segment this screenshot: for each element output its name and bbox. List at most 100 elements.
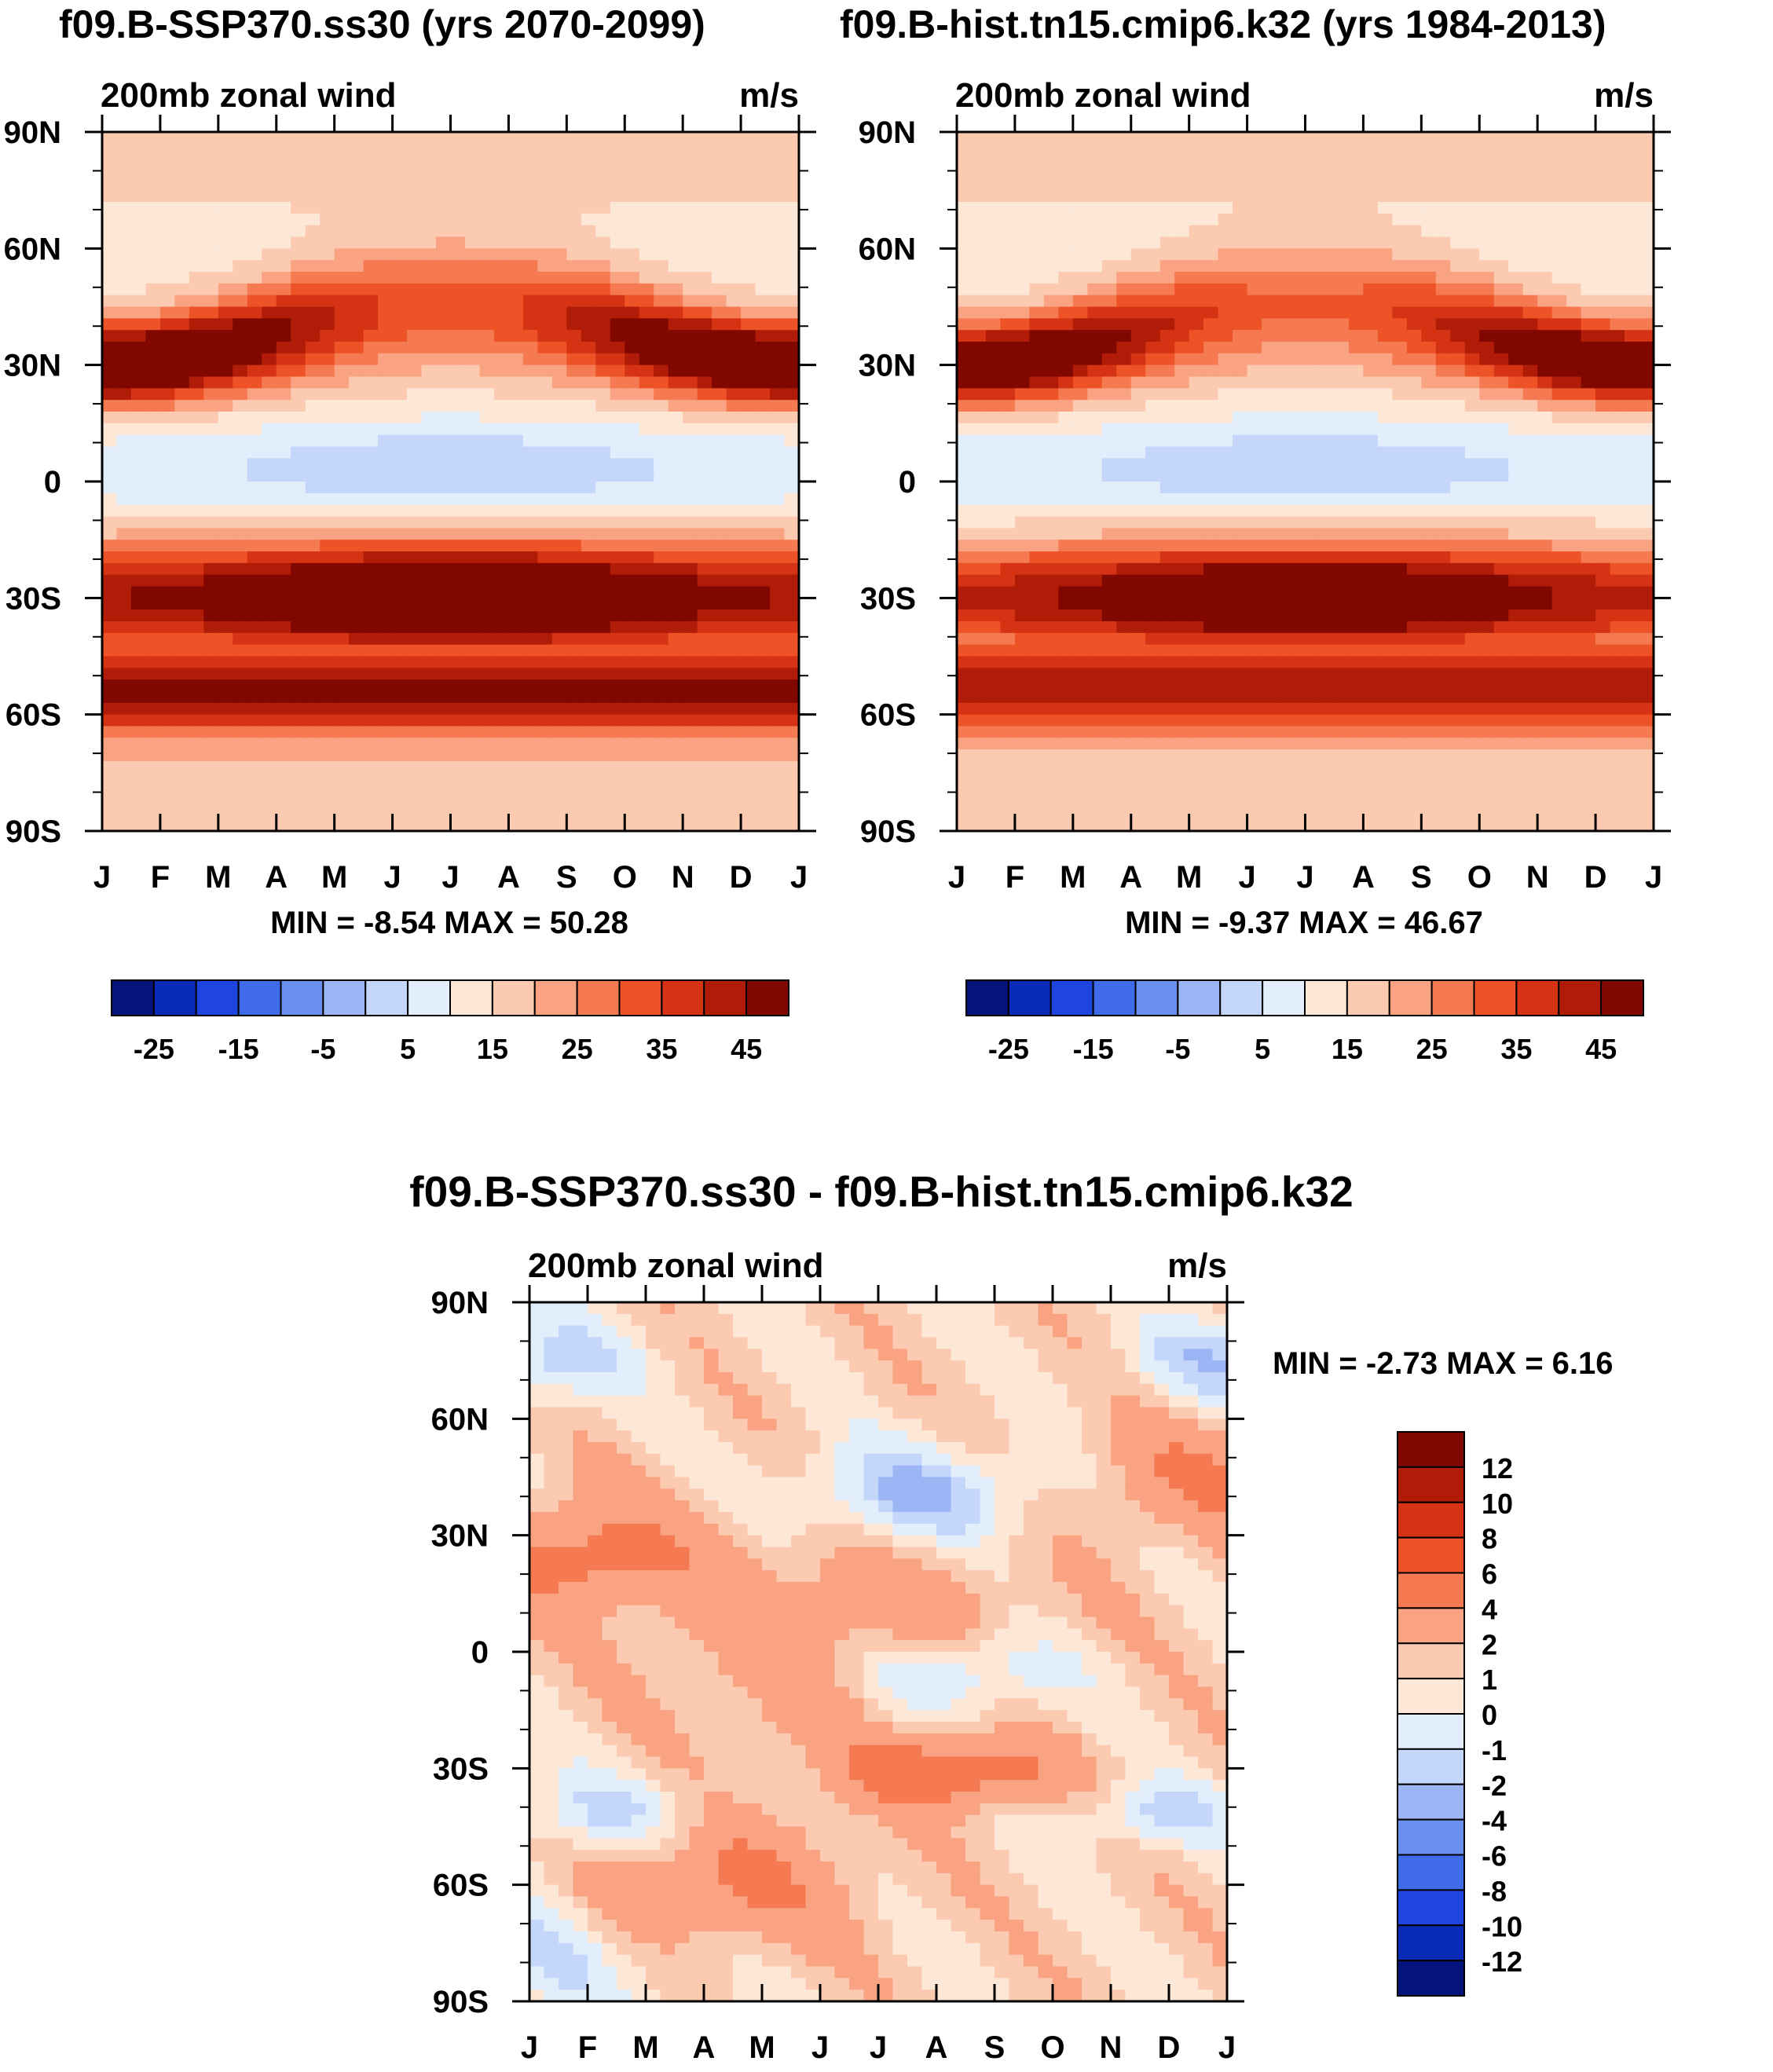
field-cell [1262, 516, 1277, 529]
field-cell [985, 225, 1002, 238]
field-cell [203, 470, 219, 482]
field-cell [1029, 342, 1045, 354]
field-cell [479, 668, 495, 680]
field-cell [1334, 586, 1350, 599]
field-cell [1377, 540, 1394, 552]
field-cell [450, 272, 466, 284]
field-cell [726, 318, 742, 331]
field-cell [610, 784, 626, 797]
field-cell [1377, 155, 1394, 168]
field-cell [189, 412, 205, 424]
colorbar-box [280, 979, 324, 1016]
field-cell [1218, 178, 1233, 191]
field-cell [971, 574, 987, 588]
field-cell [1116, 726, 1132, 739]
field-cell [581, 330, 597, 342]
field-cell [1262, 738, 1277, 750]
field-cell [1392, 376, 1408, 390]
field-cell [203, 702, 219, 716]
field-cell [305, 283, 321, 296]
field-cell [985, 167, 1002, 180]
field-cell [1392, 504, 1408, 518]
field-cell [218, 272, 234, 284]
field-cell [1276, 248, 1291, 261]
field-cell [1203, 248, 1219, 261]
field-cell [102, 772, 118, 785]
field-cell [654, 807, 669, 820]
field-cell [218, 492, 234, 506]
field-cell [1262, 562, 1277, 576]
field-cell [363, 132, 379, 145]
field-cell [102, 807, 118, 820]
field-cell [1101, 492, 1118, 506]
field-cell [130, 656, 147, 669]
field-cell [305, 236, 321, 250]
field-cell [493, 562, 510, 576]
field-cell [130, 423, 147, 436]
field-cell [1262, 376, 1277, 390]
field-cell [203, 772, 219, 785]
field-cell [102, 668, 118, 680]
field-cell [1392, 132, 1408, 145]
field-cell [1159, 481, 1175, 494]
field-cell [1406, 679, 1423, 692]
field-cell [247, 796, 263, 809]
field-cell [363, 610, 379, 622]
field-cell [493, 668, 510, 680]
field-cell [174, 260, 190, 273]
field-cell [1291, 691, 1306, 704]
field-cell [784, 679, 800, 692]
field-cell [145, 562, 161, 576]
field-cell [1029, 213, 1045, 226]
field-cell [436, 213, 452, 226]
field-cell [668, 364, 683, 378]
field-cell [522, 516, 539, 529]
field-cell [493, 190, 510, 203]
field-cell [493, 434, 510, 448]
field-cell [595, 481, 611, 494]
field-cell [1233, 540, 1248, 552]
field-cell [218, 644, 234, 657]
field-cell [1406, 761, 1423, 774]
field-cell [276, 202, 292, 214]
field-cell [1334, 248, 1350, 261]
field-cell [363, 540, 379, 552]
field-cell [508, 376, 524, 390]
field-cell [1043, 225, 1060, 238]
field-cell [334, 458, 350, 470]
field-cell [1043, 364, 1060, 378]
field-cell [1000, 702, 1016, 716]
field-cell [233, 423, 248, 436]
field-cell [233, 598, 248, 610]
field-cell [1392, 644, 1408, 657]
field-cell [320, 656, 335, 669]
field-cell [1435, 236, 1452, 250]
field-cell [1189, 342, 1204, 354]
field-cell [522, 202, 539, 214]
field-cell [1130, 318, 1147, 331]
field-cell [1101, 423, 1118, 436]
field-cell [1043, 330, 1060, 342]
field-cell [726, 691, 742, 704]
field-cell [233, 260, 248, 273]
field-cell [1406, 481, 1423, 494]
field-cell [1377, 295, 1394, 308]
field-cell [985, 516, 1002, 529]
field-cell [1043, 283, 1060, 296]
field-cell [116, 481, 132, 494]
field-cell [305, 167, 321, 180]
field-cell [1218, 784, 1233, 797]
field-cell [971, 761, 987, 774]
field-cell [741, 574, 756, 588]
field-cell [145, 412, 161, 424]
field-cell [1203, 376, 1219, 390]
field-cell [1145, 225, 1161, 238]
field-cell [1189, 738, 1204, 750]
field-cell [1189, 702, 1204, 716]
field-cell [1363, 668, 1379, 680]
field-cell [1116, 167, 1132, 180]
field-cell [971, 446, 987, 459]
field-cell [1305, 702, 1321, 716]
field-cell [1291, 516, 1306, 529]
panel2-subtitle-right: m/s [1594, 76, 1654, 115]
